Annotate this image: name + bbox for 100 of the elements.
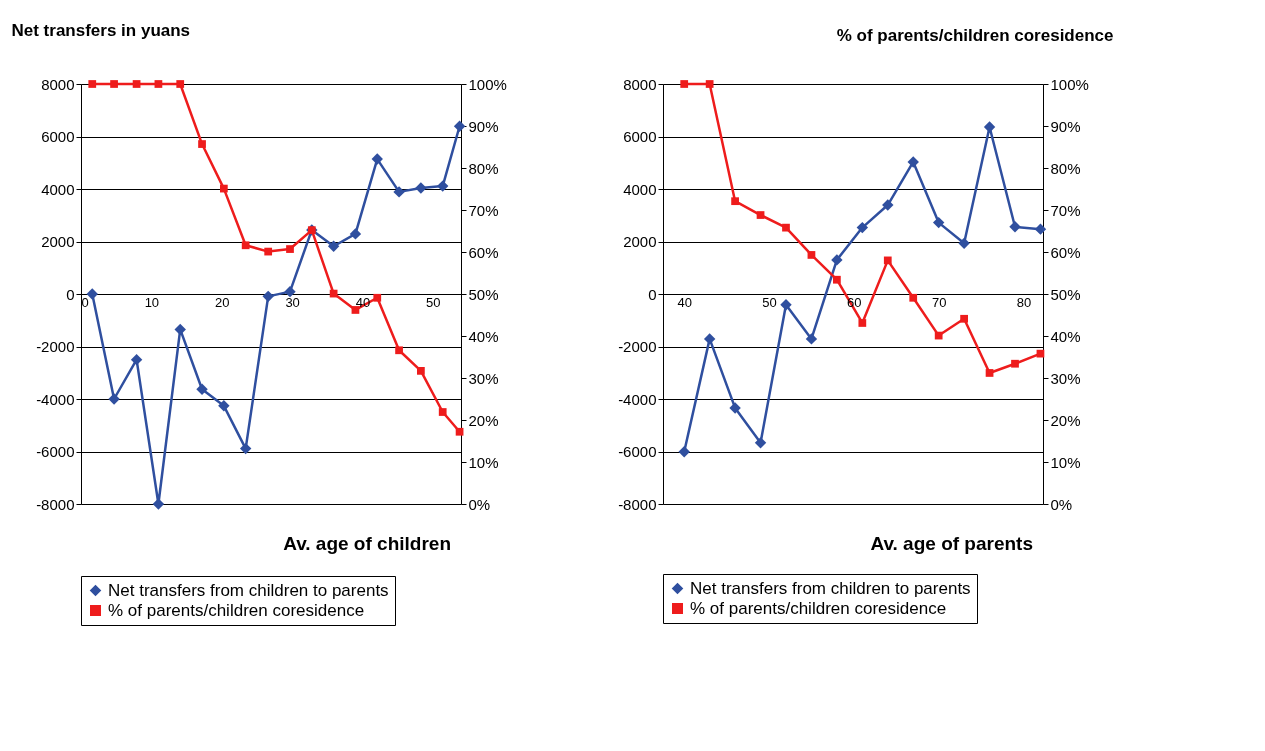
y2-tick-label: 50% bbox=[1050, 285, 1081, 303]
point bbox=[437, 180, 449, 192]
y2-tick-label: 50% bbox=[468, 285, 499, 303]
point bbox=[198, 140, 206, 148]
point bbox=[983, 121, 996, 133]
point bbox=[264, 247, 273, 256]
point bbox=[329, 289, 338, 298]
point bbox=[110, 80, 118, 88]
legend-label: % of parents/children coresidence bbox=[108, 600, 365, 620]
x-tick-label: 80 bbox=[1016, 294, 1032, 310]
point bbox=[833, 275, 841, 284]
point bbox=[703, 333, 716, 345]
point bbox=[415, 182, 427, 194]
point bbox=[856, 221, 869, 234]
point bbox=[729, 402, 741, 414]
point bbox=[176, 80, 185, 88]
x-tick-label: 50 bbox=[762, 294, 777, 310]
point bbox=[455, 427, 464, 436]
point bbox=[174, 323, 186, 336]
point bbox=[883, 256, 892, 265]
y2-tick-label: 0% bbox=[468, 495, 491, 513]
y2-tick-label: 70% bbox=[468, 201, 499, 219]
y-tick-label: -6000 bbox=[36, 443, 75, 460]
y2-tick-label: 20% bbox=[1050, 411, 1081, 429]
y-tick-label: -8000 bbox=[618, 495, 657, 513]
point bbox=[286, 245, 294, 253]
point bbox=[934, 331, 943, 340]
point bbox=[371, 153, 383, 165]
point bbox=[731, 197, 739, 206]
point bbox=[86, 288, 98, 300]
point bbox=[218, 400, 230, 412]
x-axis-title: Av. age of children bbox=[283, 533, 451, 554]
point bbox=[239, 442, 252, 455]
point bbox=[262, 290, 274, 303]
x-tick-label: 30 bbox=[285, 294, 300, 310]
point bbox=[393, 186, 405, 198]
y2-axis-title: % of parents/children coresidence bbox=[836, 25, 1114, 45]
x-axis-title: Av. age of parents bbox=[870, 533, 1033, 554]
y-tick-label: -6000 bbox=[618, 443, 657, 460]
y-tick-label: -4000 bbox=[36, 390, 75, 408]
point bbox=[831, 254, 843, 266]
y2-tick-label: 90% bbox=[468, 117, 499, 135]
y2-tick-label: 0% bbox=[1050, 495, 1073, 513]
point bbox=[985, 369, 994, 377]
point bbox=[805, 333, 818, 345]
point bbox=[284, 285, 296, 298]
y-tick-label: -8000 bbox=[36, 495, 75, 513]
x-tick-label: 40 bbox=[677, 294, 692, 310]
point bbox=[807, 251, 816, 259]
y-tick-label: -2000 bbox=[618, 338, 657, 355]
point bbox=[909, 293, 918, 302]
point bbox=[907, 156, 919, 168]
y2-tick-label: 20% bbox=[468, 411, 499, 429]
y-tick-label: 6000 bbox=[41, 128, 75, 145]
point bbox=[1036, 349, 1045, 358]
point bbox=[678, 446, 690, 458]
point bbox=[417, 366, 425, 375]
x-tick-label: 10 bbox=[144, 294, 160, 310]
y-axis-title: Net transfers in yuans bbox=[11, 20, 191, 40]
point bbox=[373, 293, 382, 302]
point bbox=[130, 353, 143, 366]
y2-tick-label: 40% bbox=[1050, 327, 1081, 345]
y2-tick-label: 40% bbox=[468, 327, 499, 345]
point bbox=[1034, 223, 1047, 235]
x-tick-label: 0 bbox=[81, 294, 89, 310]
y-tick-label: 2000 bbox=[41, 233, 75, 250]
y-tick-label: 4000 bbox=[41, 180, 75, 198]
point bbox=[1011, 359, 1019, 368]
legend-label: % of parents/children coresidence bbox=[690, 598, 947, 618]
y2-tick-label: 70% bbox=[1050, 201, 1081, 219]
point bbox=[882, 199, 894, 211]
point bbox=[132, 80, 141, 88]
y-tick-label: 8000 bbox=[41, 75, 75, 93]
y2-tick-label: 100% bbox=[468, 75, 507, 93]
y2-tick-label: 10% bbox=[1050, 453, 1081, 471]
point bbox=[1009, 221, 1021, 233]
y-tick-label: 6000 bbox=[623, 128, 657, 145]
point bbox=[154, 80, 163, 88]
legend-label: Net transfers from children to parents bbox=[690, 578, 971, 598]
point bbox=[858, 319, 867, 327]
y2-tick-label: 100% bbox=[1050, 75, 1089, 93]
point bbox=[438, 408, 447, 416]
point bbox=[219, 184, 228, 193]
y2-tick-label: 10% bbox=[468, 453, 499, 471]
y-tick-label: -2000 bbox=[36, 338, 75, 355]
point bbox=[932, 216, 945, 229]
point bbox=[327, 240, 340, 252]
y2-tick-label: 30% bbox=[468, 369, 499, 387]
point bbox=[958, 237, 970, 250]
legend-label: Net transfers from children to parents bbox=[108, 580, 389, 600]
x-tick-label: 50 bbox=[426, 294, 441, 310]
y-tick-label: -4000 bbox=[618, 390, 657, 408]
point bbox=[754, 437, 767, 449]
y-tick-label: 2000 bbox=[623, 233, 657, 250]
x-tick-label: 20 bbox=[215, 294, 230, 310]
y-tick-label: 8000 bbox=[623, 75, 657, 93]
y2-tick-label: 80% bbox=[468, 159, 499, 177]
y2-tick-label: 60% bbox=[468, 243, 499, 261]
point bbox=[453, 120, 466, 132]
x-tick-label: 70 bbox=[931, 294, 947, 310]
